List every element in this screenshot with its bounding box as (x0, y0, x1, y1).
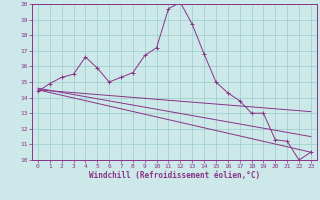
X-axis label: Windchill (Refroidissement éolien,°C): Windchill (Refroidissement éolien,°C) (89, 171, 260, 180)
